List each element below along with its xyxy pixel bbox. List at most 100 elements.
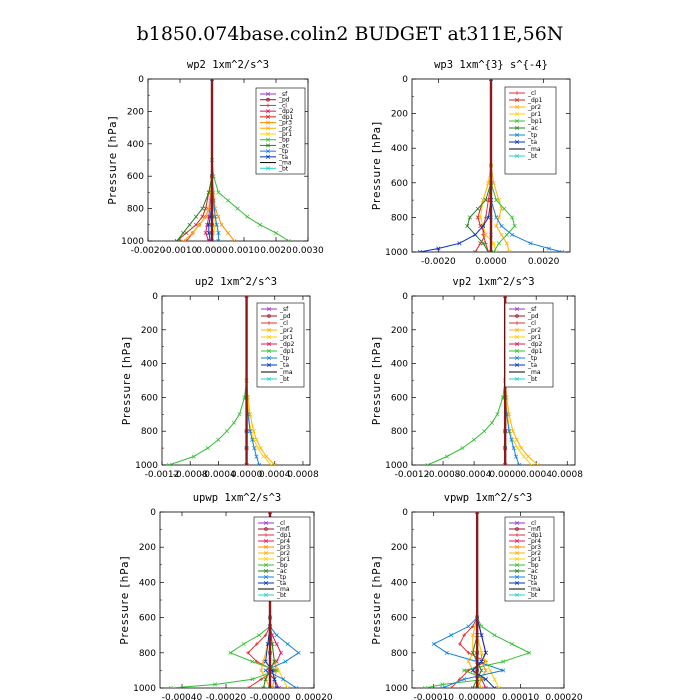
series-marker — [197, 222, 202, 227]
y-tick-label: 600 — [127, 172, 144, 182]
legend-label: _cl — [527, 320, 536, 327]
legend-marker — [266, 334, 272, 340]
series-marker — [546, 246, 551, 251]
legend-label: _dp1 — [527, 532, 543, 539]
legend: _sf_pd_cl_dp2_dp1_pr3_pr2_pr1_bp_ac_tp_t… — [255, 87, 306, 175]
legend-marker — [264, 533, 268, 537]
legend-item: _pr4 — [509, 538, 541, 545]
legend-label: _bt — [278, 165, 289, 172]
series-marker — [269, 462, 274, 465]
legend-label: _cl — [527, 520, 536, 527]
series-marker — [261, 685, 266, 688]
y-tick-label: 200 — [391, 543, 408, 553]
series-marker — [250, 659, 255, 664]
series-marker — [245, 214, 250, 219]
y-tick-label: 400 — [391, 144, 408, 154]
series-marker — [492, 677, 497, 682]
legend-label: _bp — [276, 562, 288, 569]
legend-marker — [265, 126, 271, 131]
series-marker — [228, 650, 233, 655]
legend-label: _tp — [527, 132, 537, 139]
series-marker — [444, 454, 449, 459]
legend-item: _pr3 — [258, 544, 290, 551]
legend-item: _sf — [261, 306, 289, 313]
legend-item: _pr1 — [509, 556, 541, 563]
legend-label: _dp2 — [279, 341, 295, 348]
legend-item: _pr3 — [509, 544, 541, 551]
series-marker — [526, 454, 531, 459]
series-marker — [510, 232, 515, 237]
series-marker — [528, 241, 533, 246]
y-tick-label: 400 — [139, 578, 156, 588]
legend-marker — [265, 91, 271, 97]
series-marker — [444, 650, 449, 655]
legend-marker — [514, 348, 520, 354]
series-marker — [190, 230, 195, 235]
series-marker — [514, 437, 519, 442]
legend-label: _pd — [279, 313, 291, 320]
series-marker — [517, 462, 522, 465]
legend-label: _ma — [276, 586, 290, 593]
series-marker — [168, 685, 174, 688]
legend-item: _pr2 — [258, 550, 290, 557]
legend-item: _bt — [260, 165, 289, 172]
series-marker — [499, 232, 504, 237]
legend-marker — [265, 109, 271, 114]
y-tick-label: 600 — [141, 393, 158, 403]
series-marker — [506, 429, 512, 434]
legend-marker — [514, 139, 520, 145]
series-marker — [181, 230, 186, 235]
series-marker — [465, 224, 470, 229]
legend-label: _dp1 — [279, 348, 295, 355]
legend-item: _tp — [258, 574, 286, 581]
legend-marker — [263, 538, 269, 544]
legend-item: _tp — [509, 574, 537, 581]
y-tick-label: 400 — [391, 578, 408, 588]
series-marker — [259, 677, 263, 681]
series-marker — [483, 668, 488, 673]
y-axis-label: Pressure [hPa] — [107, 115, 119, 204]
y-tick-label: 200 — [141, 326, 158, 336]
legend-label: _bp1 — [527, 118, 543, 125]
series-marker — [206, 222, 211, 227]
x-tick-label: 0.0000 — [489, 470, 521, 480]
series-marker — [488, 668, 493, 673]
y-axis-label: Pressure [hPa] — [371, 121, 383, 210]
legend-item: _dp1 — [261, 348, 295, 355]
series-marker — [294, 685, 299, 688]
series-marker — [206, 206, 211, 211]
series-marker — [496, 685, 501, 688]
series-marker — [470, 685, 475, 688]
legend-marker — [514, 538, 520, 544]
series-marker — [457, 642, 462, 646]
series-marker — [510, 429, 515, 434]
series-marker — [527, 650, 532, 655]
series-marker — [200, 206, 205, 211]
x-tick-label: 0.00000 — [459, 693, 496, 700]
series-marker — [225, 230, 231, 235]
series-marker — [501, 659, 506, 664]
panel-title: up2 1xm^2/s^3 — [195, 276, 277, 288]
legend-item: _pr2 — [509, 104, 541, 111]
series-marker — [274, 668, 279, 673]
legend-item: _cl — [258, 520, 285, 527]
series-marker — [462, 633, 466, 637]
series-marker — [216, 230, 221, 235]
legend-marker — [266, 348, 272, 354]
series-marker — [225, 198, 231, 203]
series-marker — [184, 230, 189, 235]
series-marker — [460, 446, 465, 451]
series-marker — [483, 198, 488, 203]
legend: _cl_mfl_dp1_pr4_pr3_pr2_pr1_bp_ac_tp_ta_… — [253, 516, 311, 602]
legend-marker — [263, 520, 269, 526]
x-tick-label: 0.0004 — [259, 470, 291, 480]
series-marker — [470, 668, 475, 673]
legend-label: _sf — [278, 91, 288, 98]
series-marker — [274, 685, 279, 688]
legend-marker — [265, 166, 271, 171]
series-marker — [257, 222, 263, 227]
series-marker — [483, 677, 488, 682]
series-marker — [212, 682, 218, 687]
legend-marker — [266, 103, 270, 108]
legend-item: _tp — [509, 355, 537, 362]
